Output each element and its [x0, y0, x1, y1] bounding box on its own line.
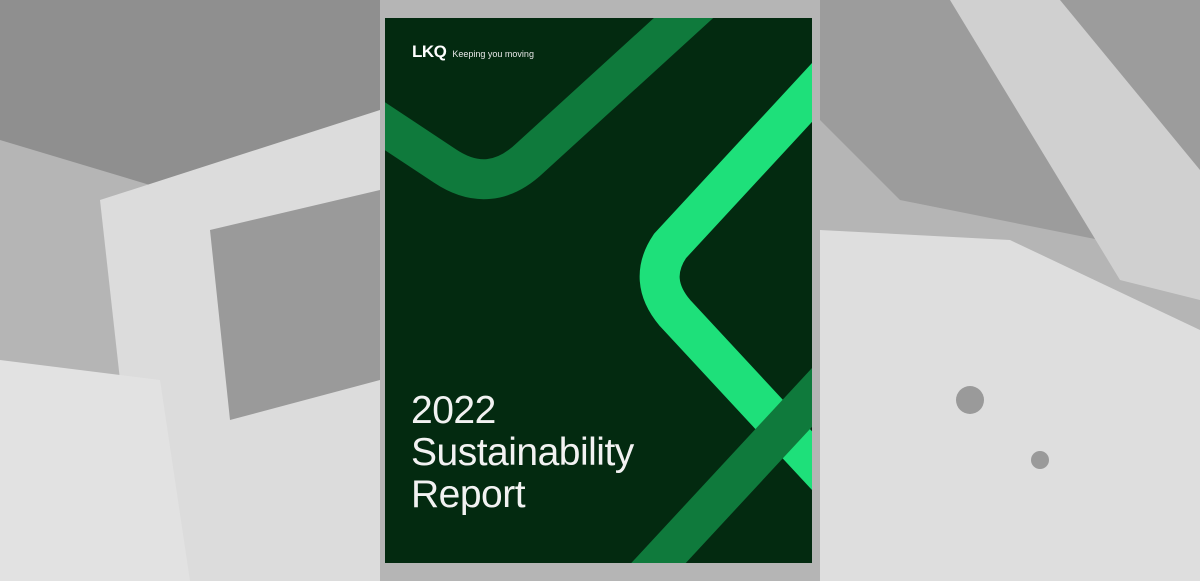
logo-mark: LKQ: [412, 42, 447, 61]
stripe-bright: [639, 63, 812, 491]
report-title: 2022 Sustainability Report: [411, 390, 634, 516]
tagline: Keeping you moving: [452, 49, 534, 59]
title-line-2: Sustainability: [411, 431, 634, 474]
lkq-logo: LKQ Keeping you moving: [412, 42, 534, 62]
cover-stripes: [385, 18, 812, 563]
stripe-dark-top: [385, 18, 714, 200]
title-year: 2022: [411, 389, 496, 432]
stripe-dark-bottom: [631, 367, 812, 563]
report-cover: LKQ Keeping you moving 2022 Sustainabili…: [385, 18, 812, 563]
title-line-3: Report: [411, 473, 526, 516]
